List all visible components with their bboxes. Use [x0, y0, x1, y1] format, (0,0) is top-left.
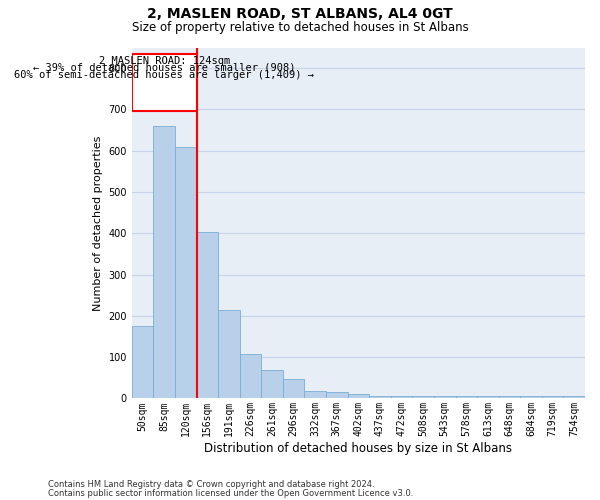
Text: Contains public sector information licensed under the Open Government Licence v3: Contains public sector information licen… — [48, 488, 413, 498]
Bar — [261, 370, 283, 398]
Bar — [477, 396, 499, 398]
Bar — [218, 310, 239, 398]
X-axis label: Distribution of detached houses by size in St Albans: Distribution of detached houses by size … — [205, 442, 512, 455]
Bar — [520, 396, 542, 398]
Bar — [369, 396, 391, 398]
Text: Contains HM Land Registry data © Crown copyright and database right 2024.: Contains HM Land Registry data © Crown c… — [48, 480, 374, 489]
Bar — [132, 326, 154, 398]
Bar — [175, 146, 197, 398]
Bar — [434, 396, 455, 398]
Text: 2, MASLEN ROAD, ST ALBANS, AL4 0GT: 2, MASLEN ROAD, ST ALBANS, AL4 0GT — [147, 8, 453, 22]
FancyBboxPatch shape — [132, 54, 197, 112]
Text: ← 39% of detached houses are smaller (908): ← 39% of detached houses are smaller (90… — [33, 63, 295, 73]
Bar — [304, 391, 326, 398]
Bar — [563, 396, 585, 398]
Bar — [197, 232, 218, 398]
Bar — [347, 394, 369, 398]
Bar — [499, 396, 520, 398]
Bar — [239, 354, 261, 399]
Bar — [391, 396, 412, 398]
Bar — [412, 396, 434, 398]
Y-axis label: Number of detached properties: Number of detached properties — [93, 136, 103, 310]
Text: 60% of semi-detached houses are larger (1,409) →: 60% of semi-detached houses are larger (… — [14, 70, 314, 80]
Bar — [283, 378, 304, 398]
Bar — [542, 396, 563, 398]
Text: Size of property relative to detached houses in St Albans: Size of property relative to detached ho… — [131, 21, 469, 34]
Bar — [455, 396, 477, 398]
Bar — [154, 126, 175, 398]
Bar — [326, 392, 347, 398]
Text: 2 MASLEN ROAD: 124sqm: 2 MASLEN ROAD: 124sqm — [98, 56, 230, 66]
